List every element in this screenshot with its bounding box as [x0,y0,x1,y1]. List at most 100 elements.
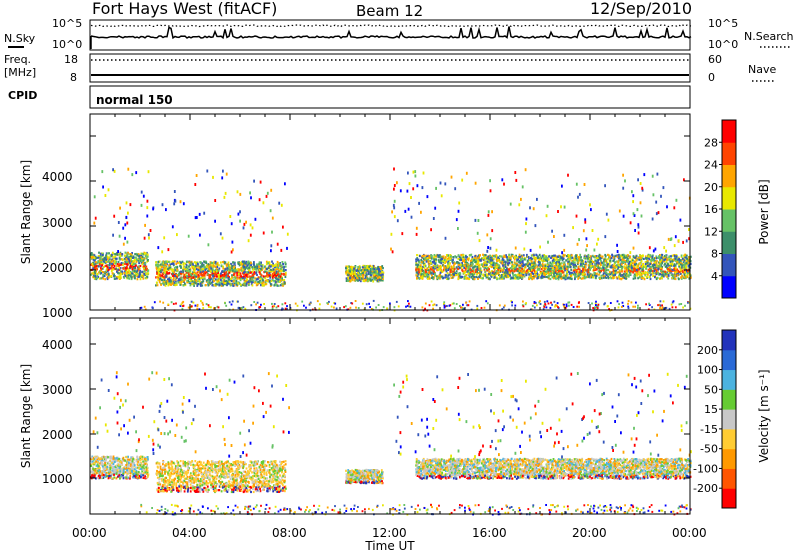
data-point [145,277,148,280]
data-point [130,274,133,277]
data-point [533,265,536,268]
data-point [466,277,469,280]
data-point [577,274,580,277]
data-point [246,264,249,267]
data-point [555,275,558,278]
data-point [485,263,488,266]
data-point [532,272,535,275]
data-point [577,267,580,270]
data-point [618,275,621,279]
data-point [646,257,648,260]
data-point [158,264,160,267]
data-point [126,270,128,273]
data-point [102,271,104,274]
data-point [644,255,647,258]
data-point [261,284,264,287]
data-point [279,264,282,268]
data-point [683,266,686,269]
data-point [485,274,487,277]
data-point [119,270,122,273]
data-point [247,271,250,274]
data-point [679,272,682,275]
data-point [672,274,675,277]
data-point [451,270,453,273]
data-point [247,260,250,263]
data-point [165,263,168,266]
data-point [504,265,507,268]
data-point [250,271,252,274]
data-point [246,275,249,278]
data-point [197,268,200,271]
data-point [347,273,349,276]
data-point [111,264,113,267]
data-point [179,273,182,276]
data-point [347,270,350,274]
data-point [117,268,120,271]
data-point [223,280,226,283]
data-point [425,254,428,257]
data-point [283,279,286,282]
data-point [561,265,564,268]
data-point [132,256,135,259]
data-point [195,265,198,268]
data-point [651,264,654,267]
data-point [434,272,436,275]
data-point [346,265,349,268]
data-point [640,273,643,276]
data-point [587,271,590,274]
data-point [178,280,181,283]
data-point [681,274,683,277]
data-point [124,262,126,266]
data-point [115,267,117,270]
data-point [204,268,207,271]
data-point [209,275,212,278]
data-point [470,276,473,279]
data-point [676,274,679,277]
data-point [415,262,418,265]
data-point [238,277,241,280]
data-point [531,278,533,281]
data-point [580,277,583,280]
data-point [555,272,558,275]
data-point [584,267,586,271]
data-point [260,268,262,271]
data-point [668,264,670,267]
data-point [622,253,625,256]
data-point [589,255,592,258]
data-point [422,262,425,265]
data-point [136,275,138,278]
data-point [644,272,647,275]
data-point [131,252,133,255]
data-point [586,273,589,276]
data-point [187,274,190,277]
data-point [166,260,168,263]
data-point [165,281,167,284]
data-point [421,256,424,259]
data-point [102,274,104,277]
data-point [156,271,159,274]
data-point [216,268,218,271]
data-point [458,263,460,267]
data-point [611,254,614,258]
data-point [526,253,528,257]
data-point [659,258,661,261]
data-point [655,255,658,258]
data-point [92,276,95,279]
data-point [470,253,473,256]
data-point [356,269,359,272]
data-point [134,268,137,271]
data-point [192,276,195,279]
data-point [115,276,118,279]
data-point [625,272,628,275]
data-point [492,257,495,261]
data-point [113,264,116,268]
data-point [120,263,123,266]
data-point [610,265,613,268]
data-point [188,265,190,268]
data-point [213,283,216,286]
data-point [673,263,676,266]
data-point [369,275,372,278]
data-point [276,284,279,287]
beam-label: Beam 12 [356,2,423,20]
data-point [134,256,136,259]
